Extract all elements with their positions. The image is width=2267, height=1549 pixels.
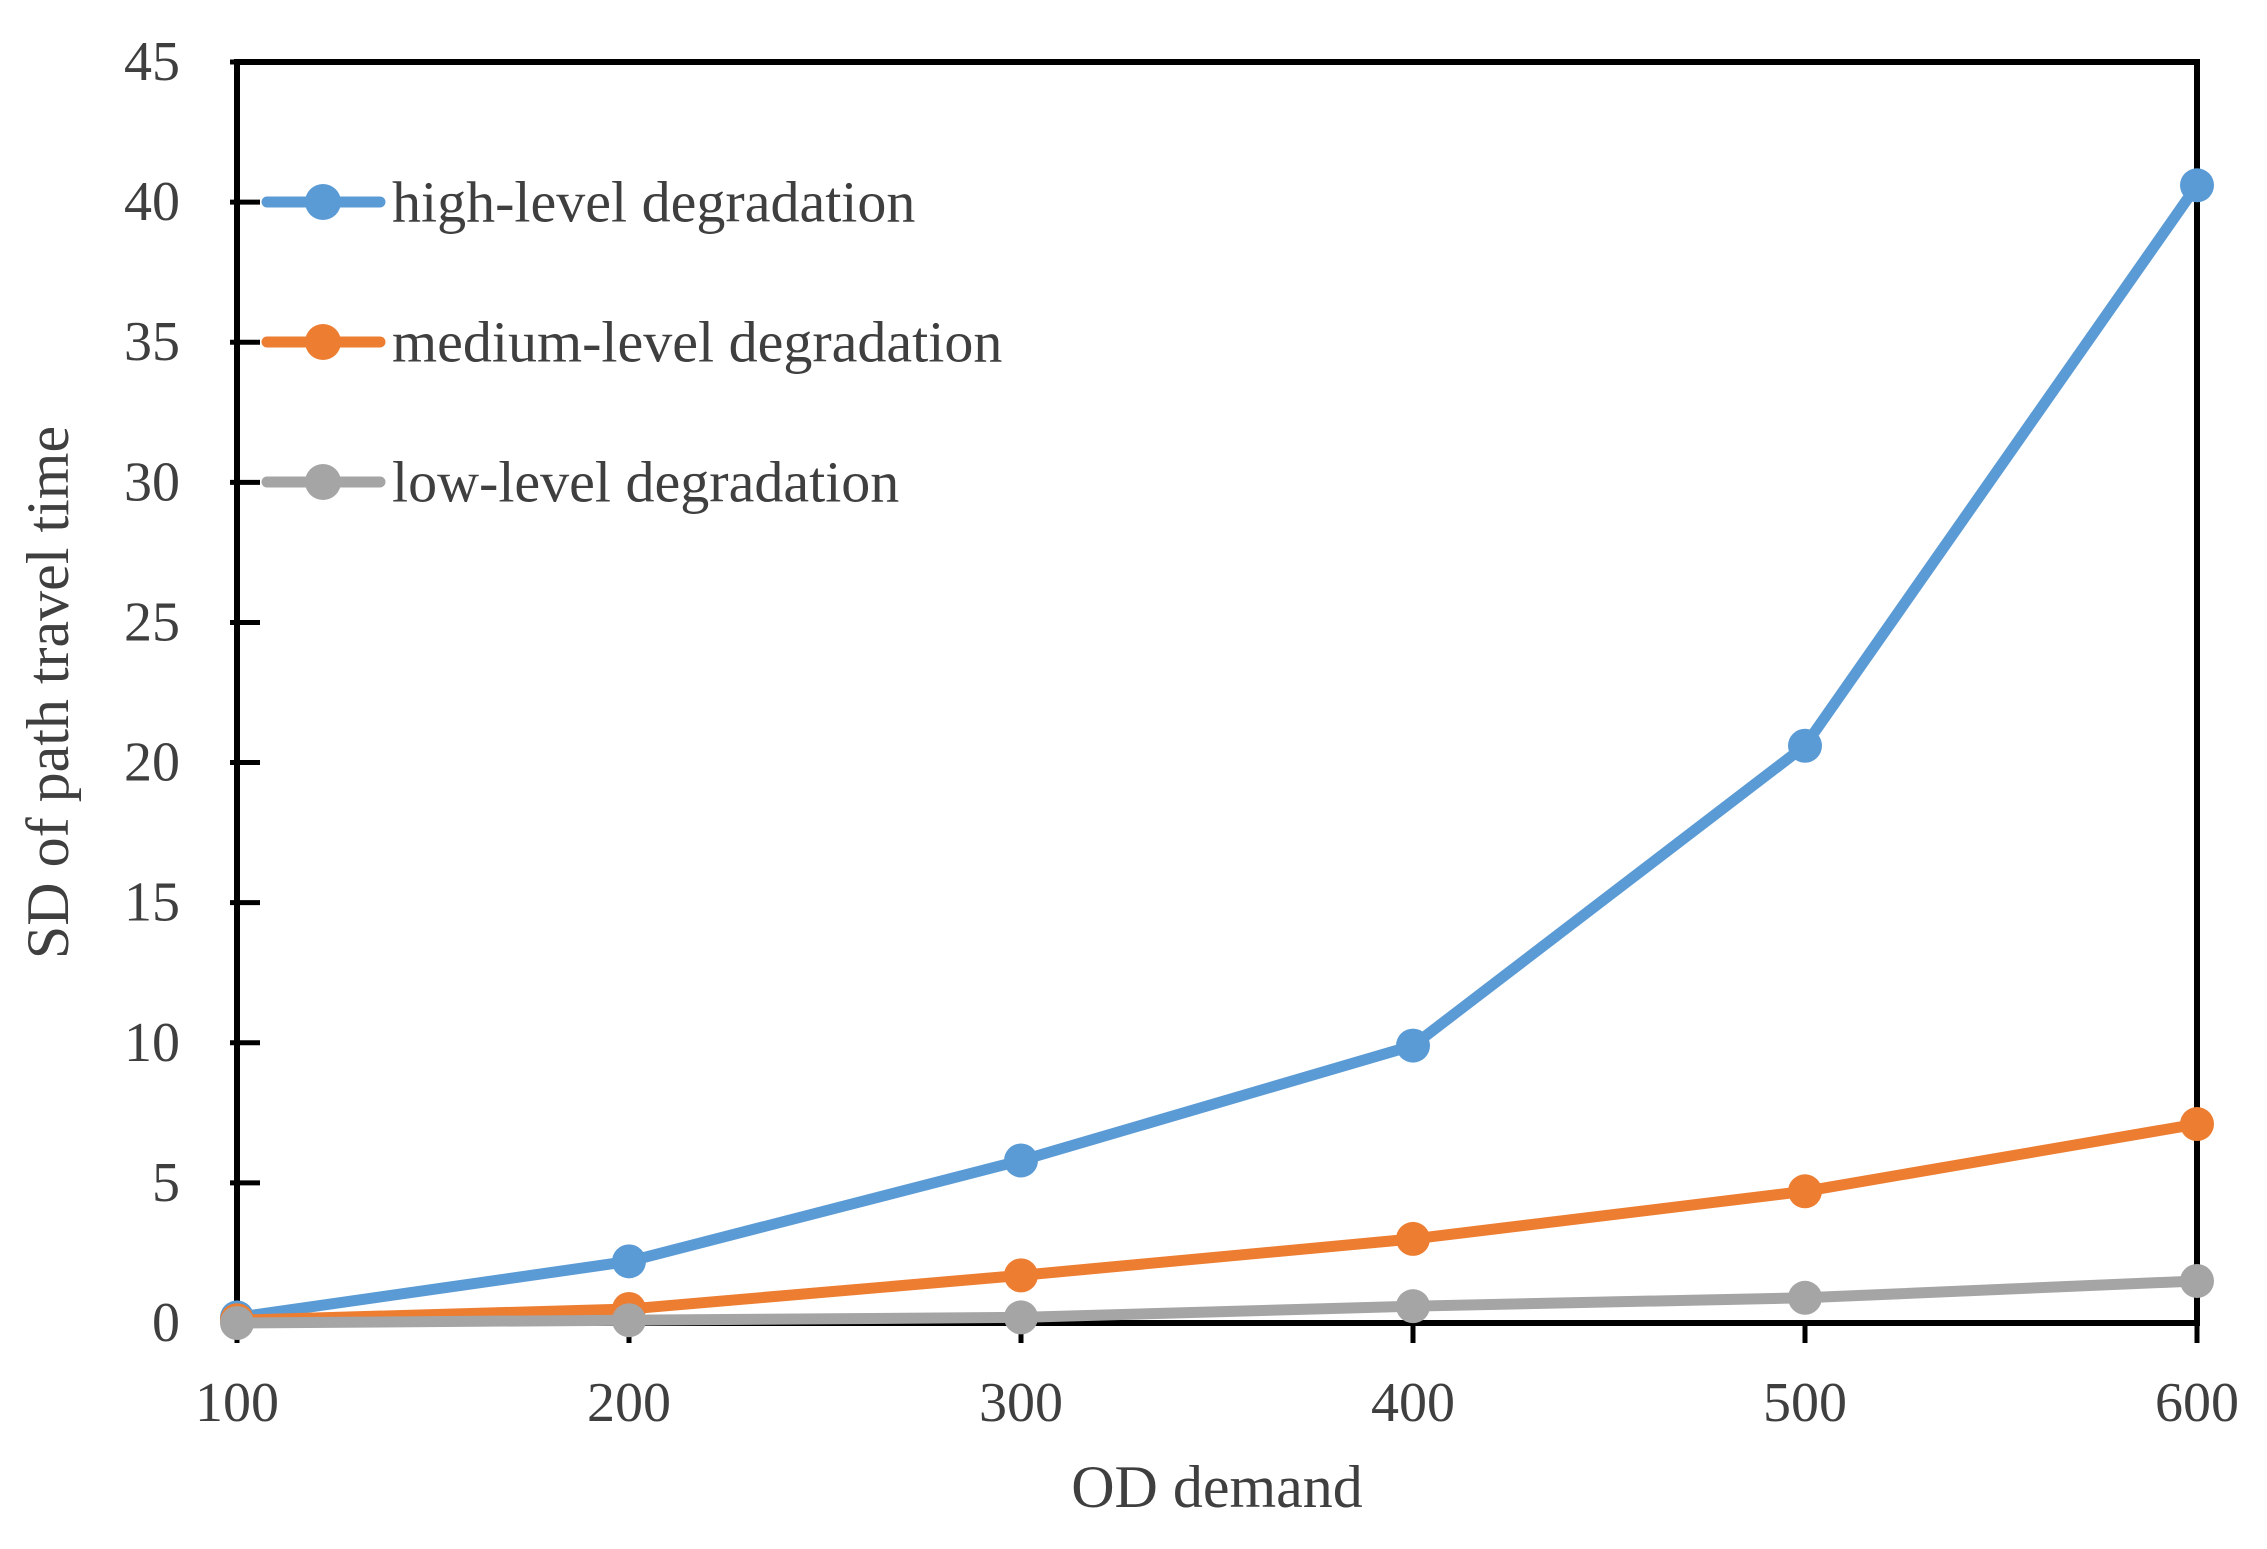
legend-label: medium-level degradation [392, 310, 1002, 375]
y-tick-label: 20 [124, 732, 180, 794]
x-tick-label: 200 [587, 1372, 671, 1434]
axes [230, 59, 2200, 1343]
legend-marker [305, 324, 341, 360]
y-tick-label: 45 [124, 31, 180, 93]
y-tick-label: 40 [124, 171, 180, 233]
data-point-marker [1396, 1028, 1430, 1063]
y-tick-label: 0 [152, 1292, 180, 1354]
plot-frame [234, 59, 2200, 1326]
data-point-marker [1396, 1289, 1430, 1324]
data-point-marker [1004, 1300, 1038, 1335]
series-medium-level [220, 1107, 2214, 1338]
data-point-marker [1788, 1174, 1822, 1209]
legend-marker [305, 464, 341, 500]
data-point-marker [1788, 728, 1822, 763]
series-line [231, 179, 2203, 1323]
data-point-marker [2180, 168, 2214, 203]
data-point-marker [2180, 1263, 2214, 1298]
data-point-marker [1004, 1143, 1038, 1178]
data-point-marker [1004, 1258, 1038, 1293]
data-point-marker [612, 1244, 646, 1279]
data-point-marker [2180, 1107, 2214, 1142]
data-point-marker [1788, 1280, 1822, 1315]
legend-item [261, 184, 386, 220]
x-tick-label: 300 [979, 1372, 1063, 1434]
series-low-level [220, 1263, 2214, 1340]
x-tick-label: 100 [195, 1372, 279, 1434]
y-tick-label: 10 [124, 1012, 180, 1074]
y-tick-label: 15 [124, 872, 180, 934]
data-point-marker [612, 1303, 646, 1338]
legend-label: low-level degradation [392, 450, 899, 515]
y-tick-label: 5 [152, 1152, 180, 1214]
data-point-marker [1396, 1221, 1430, 1256]
y-tick-label: 30 [124, 451, 180, 513]
x-tick-label: 400 [1371, 1372, 1455, 1434]
legend-item [261, 464, 386, 500]
y-tick-label: 35 [124, 311, 180, 373]
legend-item [261, 324, 386, 360]
x-tick-label: 600 [2155, 1372, 2239, 1434]
legend-label: high-level degradation [392, 170, 915, 235]
legend [261, 184, 386, 500]
x-tick-label: 500 [1763, 1372, 1847, 1434]
x-axis-title: OD demand [1071, 1454, 1363, 1520]
y-axis-title: SD of path travel time [15, 426, 81, 959]
y-tick-label: 25 [124, 591, 180, 653]
series-line [231, 1275, 2203, 1329]
data-point-marker [220, 1306, 254, 1340]
legend-marker [305, 184, 341, 220]
series-line [231, 1118, 2203, 1326]
